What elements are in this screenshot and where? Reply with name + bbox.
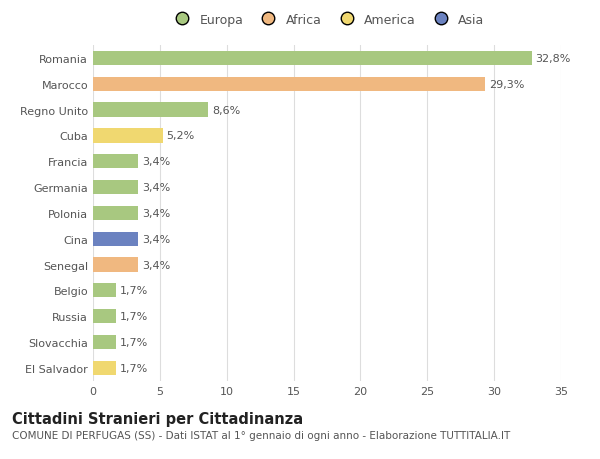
- Text: 3,4%: 3,4%: [142, 208, 171, 218]
- Text: 8,6%: 8,6%: [212, 106, 240, 115]
- Bar: [93, 258, 139, 272]
- Text: 3,4%: 3,4%: [142, 157, 171, 167]
- Text: 29,3%: 29,3%: [489, 79, 524, 90]
- Text: 3,4%: 3,4%: [142, 234, 171, 244]
- Bar: [93, 52, 532, 66]
- Text: COMUNE DI PERFUGAS (SS) - Dati ISTAT al 1° gennaio di ogni anno - Elaborazione T: COMUNE DI PERFUGAS (SS) - Dati ISTAT al …: [12, 431, 510, 441]
- Legend: Europa, Africa, America, Asia: Europa, Africa, America, Asia: [169, 14, 485, 27]
- Text: Cittadini Stranieri per Cittadinanza: Cittadini Stranieri per Cittadinanza: [12, 411, 303, 426]
- Text: 32,8%: 32,8%: [536, 54, 571, 64]
- Text: 3,4%: 3,4%: [142, 183, 171, 193]
- Bar: [93, 335, 116, 349]
- Bar: [93, 207, 139, 220]
- Bar: [93, 232, 139, 246]
- Bar: [93, 129, 163, 143]
- Bar: [93, 361, 116, 375]
- Bar: [93, 284, 116, 298]
- Bar: [93, 78, 485, 92]
- Bar: [93, 309, 116, 324]
- Text: 1,7%: 1,7%: [120, 312, 148, 321]
- Bar: [93, 155, 139, 169]
- Text: 3,4%: 3,4%: [142, 260, 171, 270]
- Text: 1,7%: 1,7%: [120, 363, 148, 373]
- Text: 5,2%: 5,2%: [167, 131, 195, 141]
- Bar: [93, 103, 208, 118]
- Text: 1,7%: 1,7%: [120, 286, 148, 296]
- Bar: [93, 180, 139, 195]
- Text: 1,7%: 1,7%: [120, 337, 148, 347]
